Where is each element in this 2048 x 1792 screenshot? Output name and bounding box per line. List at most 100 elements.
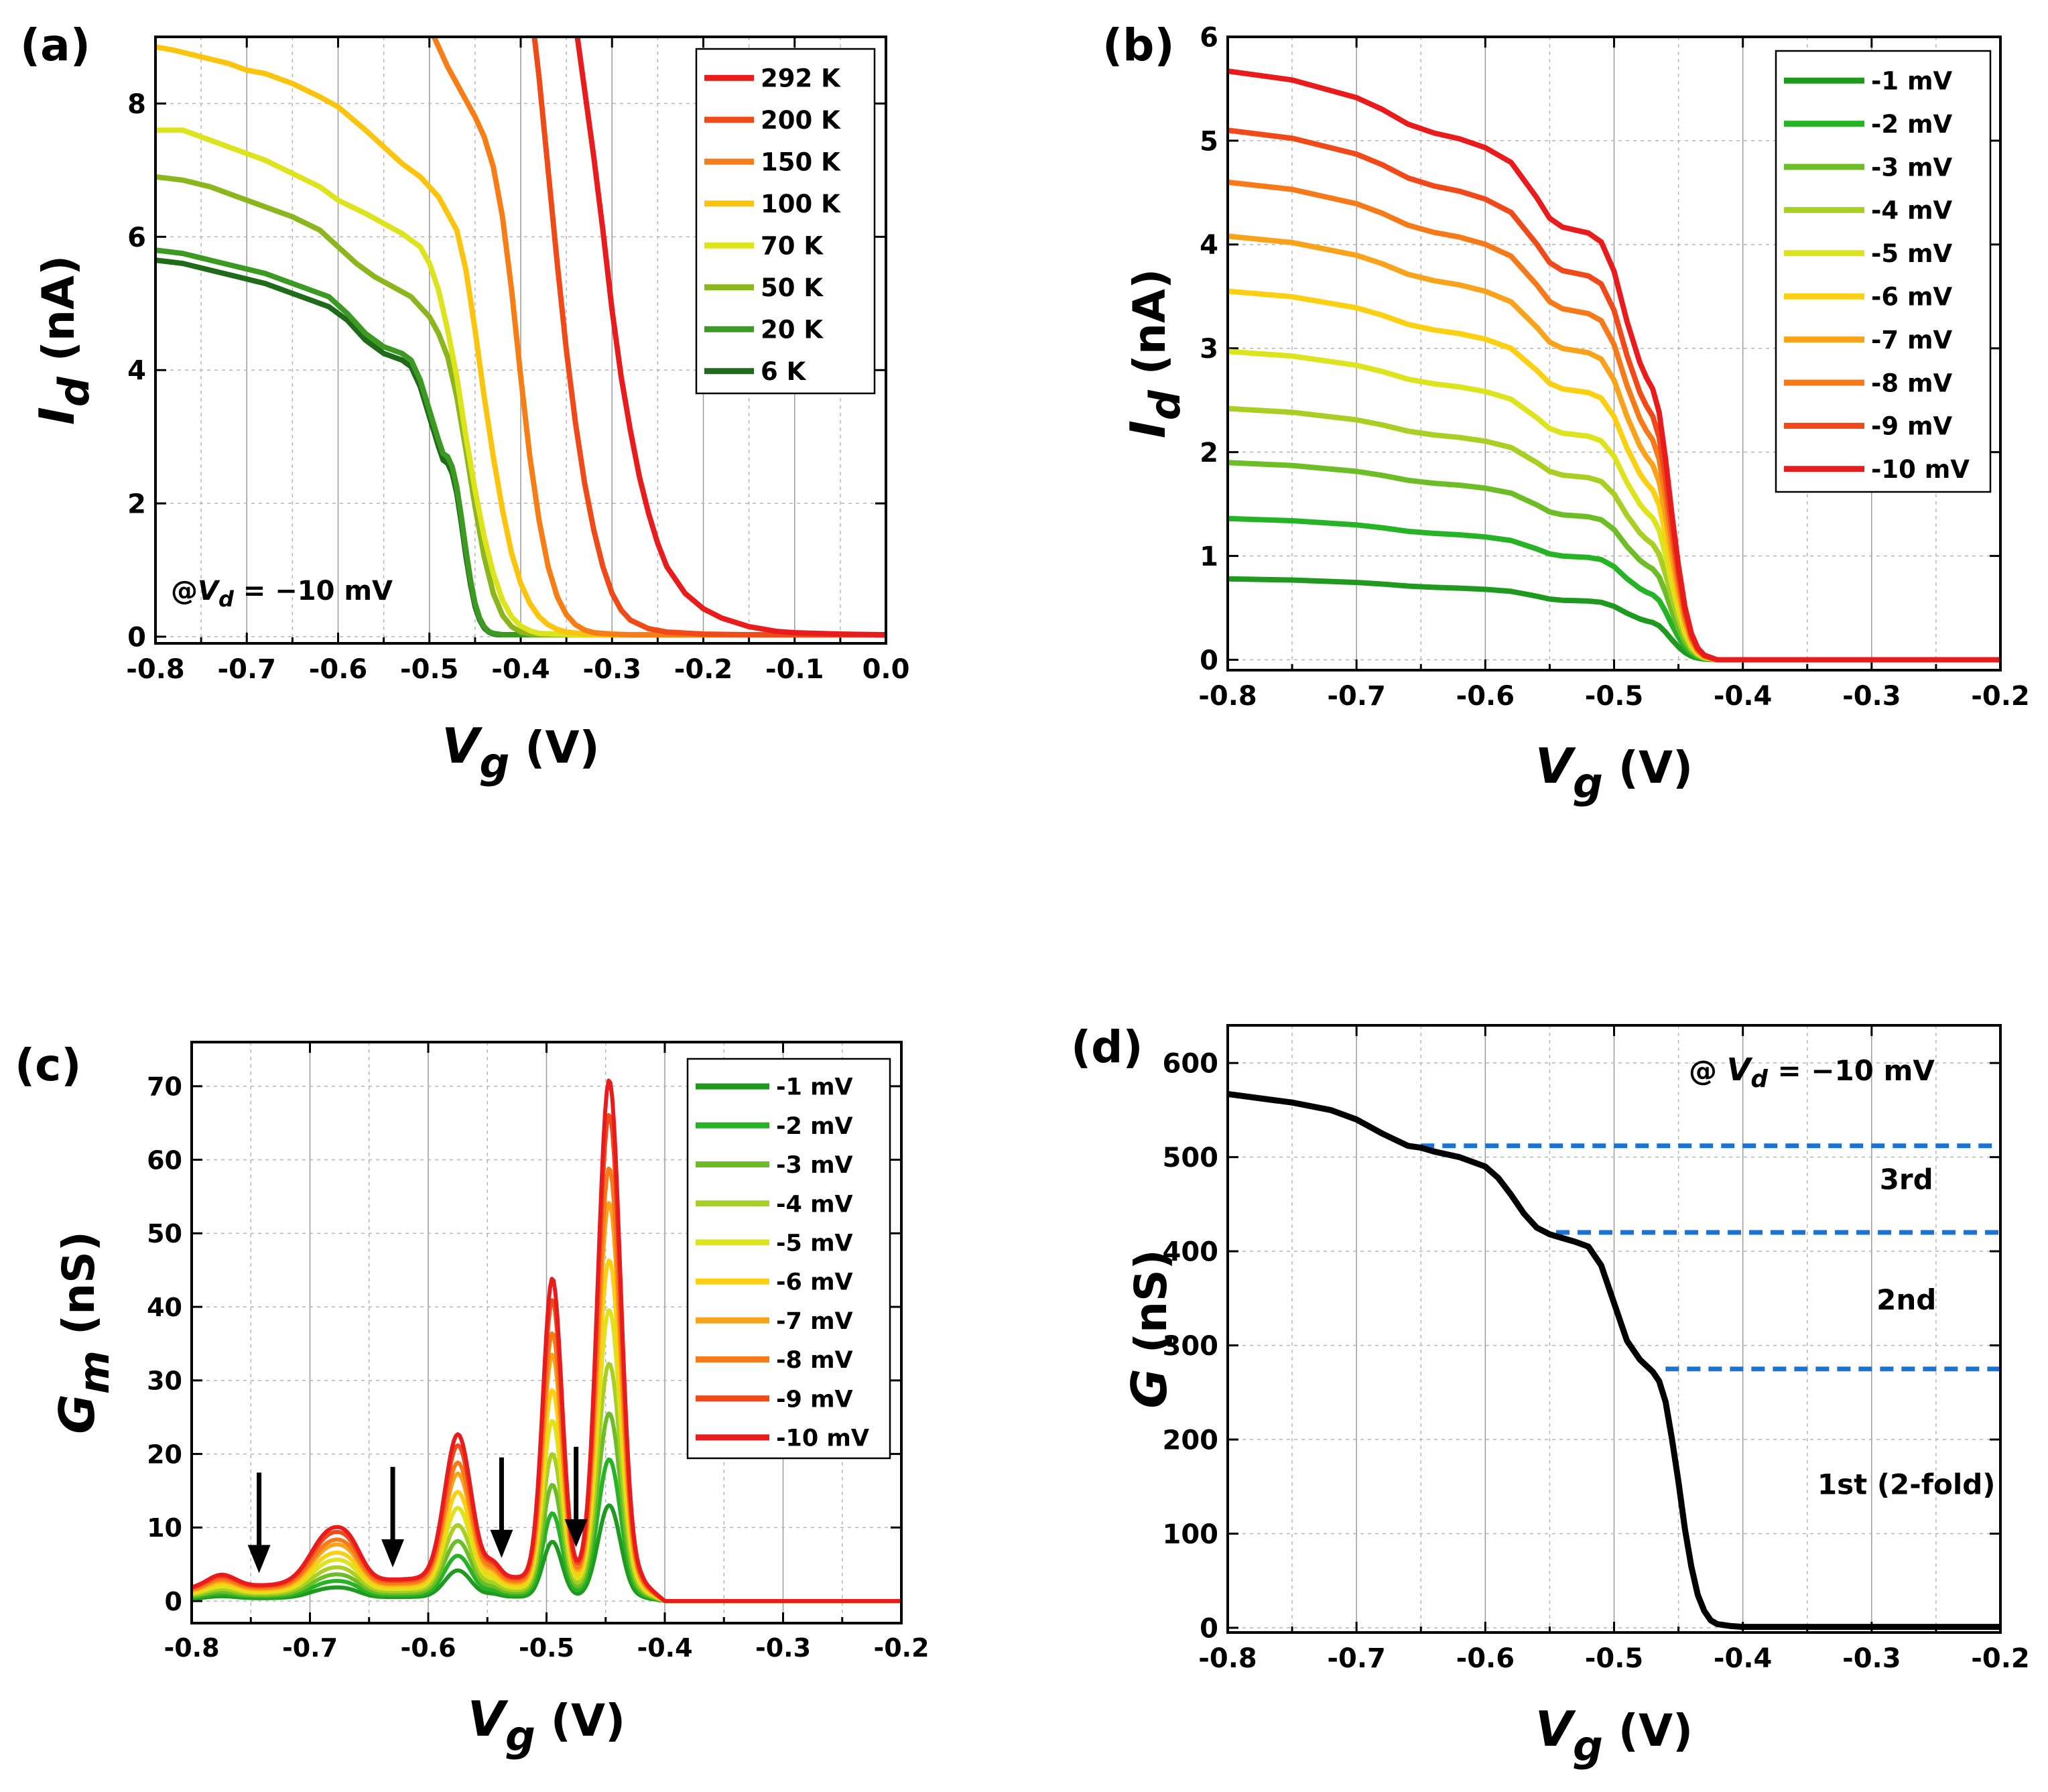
annotation: @Vd = −10 mV <box>171 576 393 612</box>
y-axis-symbol: I <box>29 407 86 425</box>
panel-c: -0.8 -0.7 -0.6 -0.5 -0.4 -0.3 -0.2 0 10 20 30 40 50 6… <box>15 1039 930 1761</box>
y-axis-subscript: d <box>50 376 99 407</box>
y-axis-subscript: d <box>1141 389 1190 420</box>
legend-label: 50 K <box>761 273 824 302</box>
x-tick-label: -0.5 <box>400 654 458 685</box>
y-tick-label: 2 <box>1200 438 1218 468</box>
annotation-text: = −10 mV <box>1768 1054 1935 1087</box>
legend-label: -10 mV <box>1871 455 1970 484</box>
x-axis-label: Vg (V) <box>442 718 599 787</box>
y-axis-label: Id (nA) <box>29 255 99 425</box>
y-tick-label: 2 <box>127 489 146 520</box>
plot-frame <box>154 36 887 645</box>
series-line <box>1228 68 2000 663</box>
y-tick-label: 1 <box>1200 541 1218 572</box>
x-tick-label: -0.8 <box>1198 681 1257 712</box>
legend-box <box>695 48 876 395</box>
legend-label: -5 mV <box>776 1230 853 1257</box>
annotation-symbol: V <box>1727 1051 1753 1088</box>
panel-d: -0.8 -0.7 -0.6 -0.5 -0.4 -0.3 -0.2 0 100 200 300 40… <box>1071 1021 2030 1771</box>
x-tick-label: -0.3 <box>1842 1643 1901 1674</box>
legend: -1 mV -2 mV -3 mV -4 mV -5 mV -6 mV -7 mV -8 mV… <box>686 1058 891 1460</box>
x-tick-label: -0.3 <box>1842 681 1901 712</box>
y-axis-unit: (nA) <box>33 255 84 377</box>
x-axis-unit: (V) <box>1603 1705 1693 1756</box>
x-tick-label: -0.3 <box>583 654 641 685</box>
y-tick-label: 600 <box>1163 1049 1219 1080</box>
legend: -1 mV -2 mV -3 mV -4 mV -5 mV -6 mV -7 mV -8 mV… <box>1775 50 1992 493</box>
legend-label: -1 mV <box>1871 67 1953 96</box>
arrow-head <box>247 1545 271 1574</box>
legend-label: 200 K <box>761 106 841 135</box>
x-axis-label: Vg (V) <box>1535 739 1693 808</box>
y-tick-label: 300 <box>1163 1331 1219 1362</box>
tick-labels: -0.8 -0.7 -0.6 -0.5 -0.4 -0.3 -0.2 0 10 20 30 40 50 6… <box>147 1072 929 1663</box>
series-line <box>155 44 886 638</box>
y-tick-label: 60 <box>147 1145 182 1175</box>
y-axis-symbol: G <box>50 1394 106 1434</box>
annotation-prefix: @ <box>171 576 198 606</box>
y-axis-label: Gm (nS) <box>50 1231 119 1434</box>
plot-frame <box>190 1041 903 1624</box>
x-tick-label: -0.1 <box>765 654 824 685</box>
legend-label: 100 K <box>761 190 841 218</box>
panel-label: (d) <box>1071 1021 1143 1073</box>
y-tick-label: 8 <box>127 89 146 120</box>
y-axis-unit: (nS) <box>1125 1249 1177 1368</box>
y-tick-label: 70 <box>147 1072 182 1102</box>
x-tick-label: -0.4 <box>637 1633 692 1663</box>
x-tick-label: -0.2 <box>873 1633 929 1663</box>
y-axis-label: Id (nA) <box>1121 269 1190 438</box>
legend-label: -7 mV <box>776 1308 853 1335</box>
x-tick-label: -0.4 <box>491 654 550 685</box>
tick-labels: -0.8 -0.7 -0.6 -0.5 -0.4 -0.3 -0.2 0 100 200 300 40… <box>1163 1049 2030 1674</box>
x-axis-label: Vg (V) <box>1535 1702 1693 1771</box>
legend-label: -9 mV <box>1871 412 1953 441</box>
x-tick-label: -0.6 <box>1456 1643 1515 1674</box>
x-tick-label: -0.6 <box>1456 681 1515 712</box>
x-tick-label: -0.8 <box>1198 1643 1257 1674</box>
tick-labels: -0.8 -0.7 -0.6 -0.5 -0.4 -0.3 -0.2 0 1 2 3 4 5 6 <box>1198 22 2029 712</box>
y-tick-label: 50 <box>147 1219 182 1249</box>
x-axis-subscript: g <box>1573 1722 1603 1771</box>
y-axis-symbol: I <box>1121 420 1177 438</box>
legend-label: -9 mV <box>776 1386 853 1413</box>
legend-label: 292 K <box>761 64 841 93</box>
y-tick-label: 200 <box>1163 1425 1219 1456</box>
tick-labels: -0.8 -0.7 -0.6 -0.5 -0.4 -0.3 -0.2 -0.1 0.0 0 2 4 6 8 <box>126 89 909 685</box>
annotation-prefix: @ <box>1689 1054 1727 1087</box>
panel-label: (b) <box>1102 19 1175 71</box>
x-axis-label: Vg (V) <box>468 1691 625 1761</box>
x-tick-label: -0.4 <box>1714 681 1772 712</box>
x-tick-label: 0.0 <box>862 654 910 685</box>
legend: 292 K 200 K 150 K 100 K 70 K 50 K 20 K 6 K <box>695 48 876 395</box>
annotation-symbol: V <box>198 576 220 606</box>
x-axis-subscript: g <box>479 739 509 787</box>
y-tick-label: 30 <box>147 1366 182 1396</box>
y-tick-label: 400 <box>1163 1237 1219 1268</box>
x-axis-subscript: g <box>1573 759 1603 808</box>
x-tick-label: -0.8 <box>164 1633 219 1663</box>
legend-label: 6 K <box>761 357 807 386</box>
legend-label: -3 mV <box>776 1152 853 1179</box>
y-axis-symbol: G <box>1122 1368 1178 1409</box>
series-line <box>431 37 886 638</box>
y-tick-label: 5 <box>1200 126 1218 157</box>
y-tick-label: 20 <box>147 1439 182 1469</box>
series-line <box>192 1078 901 1604</box>
x-tick-label: -0.7 <box>1327 681 1385 712</box>
y-axis-unit: (nS) <box>53 1231 105 1350</box>
x-axis-symbol: V <box>468 1691 509 1748</box>
x-axis-symbol: V <box>442 718 483 775</box>
x-tick-label: -0.6 <box>400 1633 456 1663</box>
y-axis-unit: (nA) <box>1124 269 1175 390</box>
x-tick-label: -0.2 <box>674 654 732 685</box>
x-tick-label: -0.7 <box>218 654 276 685</box>
annotation: @ Vd = −10 mV <box>1689 1051 1935 1093</box>
x-tick-label: -0.4 <box>1714 1643 1772 1674</box>
x-axis-unit: (V) <box>1603 742 1693 793</box>
x-axis-unit: (V) <box>509 722 599 773</box>
x-tick-label: -0.5 <box>1585 681 1643 712</box>
x-axis-symbol: V <box>1535 739 1576 795</box>
annotation-text: = −10 mV <box>234 576 393 606</box>
